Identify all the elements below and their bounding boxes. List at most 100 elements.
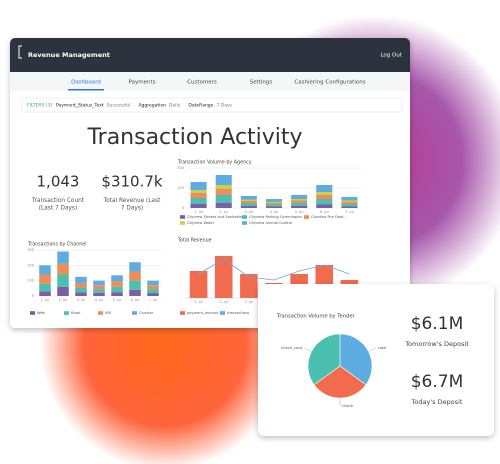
active-underline	[68, 89, 104, 91]
y-tick-label: 200	[177, 186, 184, 190]
filter-label: Payment_Status_Text	[56, 103, 104, 109]
bar	[214, 256, 233, 298]
bar-segment	[291, 199, 308, 201]
bar-segment	[190, 190, 207, 193]
bar-segment	[215, 175, 232, 185]
bar-segment	[341, 202, 358, 204]
legend-label: Cityview Animal Control	[249, 221, 292, 225]
filter-value: Daily	[169, 103, 181, 109]
bar-segment	[39, 274, 51, 284]
legend-swatch	[220, 311, 225, 315]
bar-segment	[147, 292, 159, 296]
nav-tab[interactable]: Customers	[187, 80, 217, 86]
bar-segment	[39, 283, 51, 292]
bar-segment	[240, 201, 257, 203]
bar-segment	[111, 275, 123, 282]
bar-segment	[215, 189, 232, 195]
legend-label: transactions	[227, 311, 249, 315]
header-bar	[10, 38, 410, 72]
legend-label: Cityview Fire Dept.	[311, 215, 345, 219]
nav-tab[interactable]: Dashboard	[71, 80, 101, 86]
bar-segment	[265, 204, 283, 207]
bar-segment	[240, 206, 257, 208]
chart-title: Total Revenue	[177, 238, 212, 244]
x-tick-label: 6. Jul	[131, 298, 140, 302]
deposit-value: $6.1M	[411, 314, 464, 334]
x-tick-label: 3. Jul	[245, 210, 254, 214]
x-tick-label: 2. Jul	[59, 298, 68, 302]
slice-label: cash	[378, 345, 387, 350]
nav-bar	[10, 72, 410, 91]
x-tick-label: 4. Jul	[95, 298, 104, 302]
bar-segment	[190, 204, 207, 208]
bar-segment	[93, 292, 105, 296]
bar-segment	[57, 251, 69, 264]
x-tick-label: 7. Jul	[149, 298, 158, 302]
kpi-value: $310.7k	[101, 173, 162, 191]
legend-swatch	[242, 221, 247, 225]
bar-segment	[129, 280, 141, 290]
slice-label: check	[342, 403, 354, 408]
filter-label: DateRange	[188, 103, 213, 109]
chart-title: Transactions by Channel	[27, 242, 87, 248]
legend-swatch	[64, 311, 69, 315]
x-tick-label: 5. Jul	[295, 210, 304, 214]
filter-bar	[21, 97, 403, 113]
bar-segment	[111, 292, 123, 296]
label-leader	[304, 347, 312, 352]
label-leader	[368, 347, 376, 352]
legend-swatch	[180, 311, 185, 315]
filter-title[interactable]: FILTERS (3)	[27, 103, 52, 109]
bar-segment	[75, 287, 87, 293]
nav-tab[interactable]: Payments	[129, 80, 156, 86]
legend-label: Cityview Parking Commission	[249, 215, 302, 219]
x-tick-label: 1. Jul	[41, 298, 50, 302]
bar-segment	[39, 291, 51, 296]
nav-tab[interactable]: Settings	[250, 80, 273, 86]
y-tick-label: 400	[177, 166, 184, 170]
nav-tab[interactable]: Cashiering Configurations	[294, 80, 365, 86]
page-title: Transaction Activity	[86, 125, 302, 150]
bar-segment	[240, 196, 257, 200]
app-title: Revenue Management	[28, 51, 110, 59]
legend-swatch	[242, 215, 247, 219]
bar-segment	[190, 182, 207, 190]
deposit-label: Tomorrow's Deposit	[404, 340, 469, 348]
x-tick-label: 3. Jul	[245, 300, 254, 304]
chart-title: Transaction Volume by Agency	[177, 160, 252, 166]
bar-segment	[75, 282, 87, 288]
card	[258, 284, 494, 436]
bar-segment	[93, 280, 105, 286]
bar-segment	[341, 197, 358, 201]
x-tick-label: 5. Jul	[113, 298, 122, 302]
y-tick-label: 100	[27, 279, 34, 283]
bar-segment	[341, 200, 358, 202]
bar-segment	[147, 280, 159, 286]
y-tick-label: 200	[27, 263, 34, 267]
logout[interactable]: Log Out	[380, 53, 402, 59]
legend-swatch	[180, 215, 185, 219]
legend-label: IVR	[105, 311, 112, 315]
bar-segment	[316, 204, 333, 208]
bar-segment	[291, 206, 308, 208]
bar-segment	[291, 195, 308, 199]
deposit-card: Transaction Volume by Tender cash check che…	[258, 284, 494, 436]
bar-segment	[190, 198, 207, 204]
bar-segment	[265, 199, 283, 202]
y-tick-label: 0	[32, 294, 34, 298]
bar-segment	[341, 206, 358, 208]
bar-segment	[265, 202, 283, 203]
bar-segment	[129, 262, 141, 272]
x-tick-label: 1. Jul	[194, 210, 203, 214]
legend-label: Cityview Water	[187, 221, 215, 225]
legend-label: Cityview Streets and Sanitation	[187, 215, 244, 219]
logo	[18, 45, 22, 59]
chart-title: Transaction Volume by Tender	[276, 314, 356, 320]
x-tick-label: 2. Jul	[219, 300, 228, 304]
bar-segment	[147, 289, 159, 293]
bar-segment	[240, 203, 257, 206]
bar-segment	[265, 206, 283, 208]
bar-segment	[190, 193, 207, 198]
y-tick-label: 0	[182, 206, 184, 210]
bar-segment	[57, 274, 69, 287]
